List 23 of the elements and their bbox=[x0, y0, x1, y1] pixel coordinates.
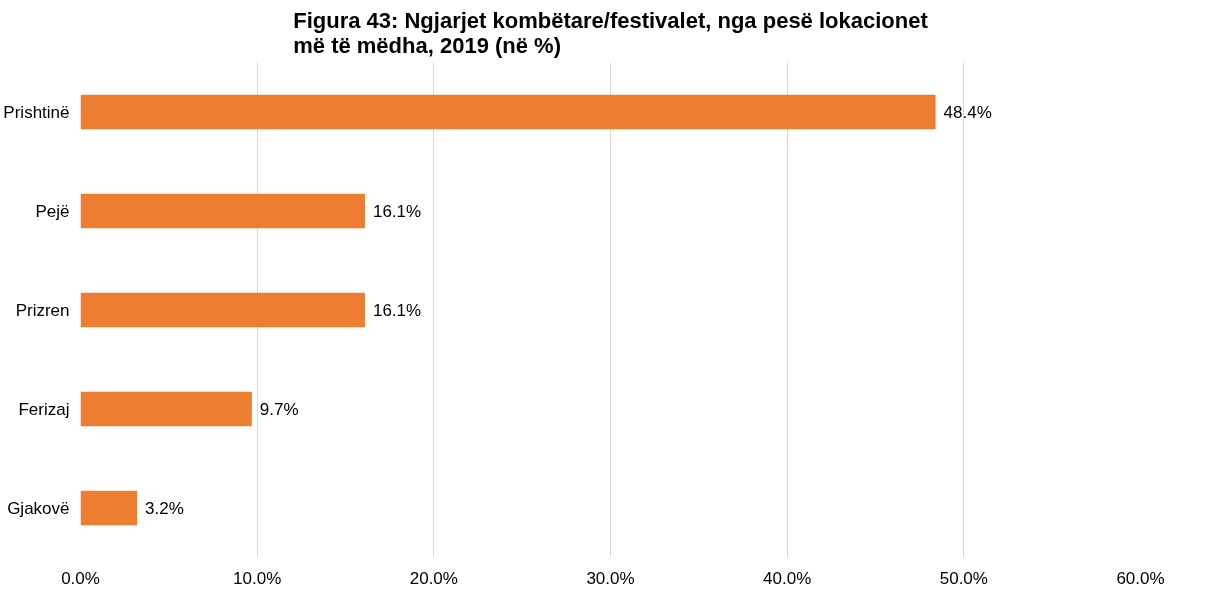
y-tick-label: Pejë bbox=[35, 201, 70, 221]
x-tick-label: 40.0% bbox=[763, 568, 812, 588]
chart-title: Figura 43: Ngjarjet kombëtare/festivalet, nga pesë lokacionet më të mëdha, 2019 (në %) bbox=[293, 7, 929, 58]
y-tick-label: Prizren bbox=[15, 300, 70, 320]
data-label: 16.1% bbox=[372, 300, 422, 320]
bar bbox=[80, 490, 138, 526]
data-label: 48.4% bbox=[943, 102, 992, 122]
bar bbox=[80, 193, 365, 229]
data-label: 16.1% bbox=[372, 201, 422, 221]
x-tick-label: 60.0% bbox=[1116, 568, 1165, 588]
x-tick-label: 50.0% bbox=[939, 568, 988, 588]
x-tick-label: 30.0% bbox=[586, 568, 635, 588]
y-tick-label: Gjakovë bbox=[7, 498, 70, 518]
data-label: 3.2% bbox=[145, 498, 184, 518]
bar bbox=[80, 292, 365, 328]
y-tick-label: Prishtinë bbox=[3, 102, 70, 122]
x-tick-label: 20.0% bbox=[409, 568, 458, 588]
y-tick-label: Ferizaj bbox=[18, 399, 70, 419]
x-tick-label: 10.0% bbox=[233, 568, 282, 588]
x-tick-label: 0.0% bbox=[61, 568, 100, 588]
bar bbox=[80, 94, 936, 130]
data-label: 9.7% bbox=[259, 399, 299, 419]
bar bbox=[80, 391, 252, 427]
